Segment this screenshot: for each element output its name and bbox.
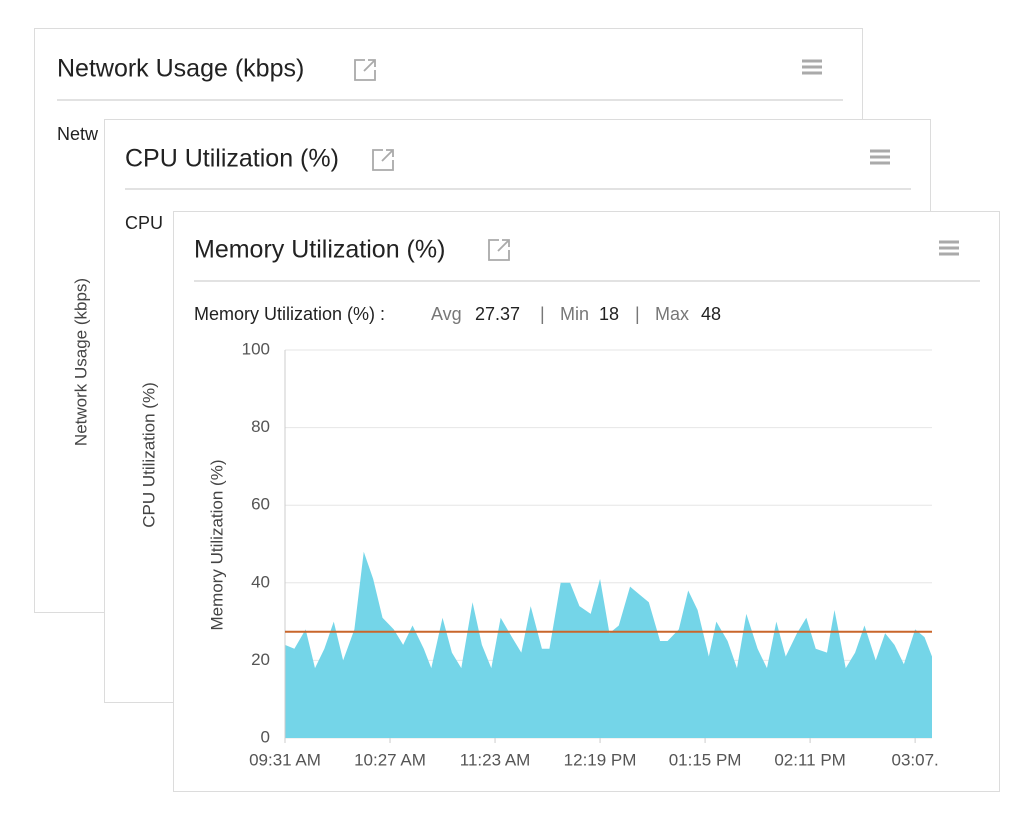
avg-value: 27.37 bbox=[475, 304, 520, 324]
x-tick-label: 09:31 AM bbox=[249, 750, 321, 769]
area bbox=[285, 551, 932, 738]
stats-label: Netw bbox=[57, 124, 99, 144]
y-tick-label: 80 bbox=[251, 417, 270, 436]
min-label: Min bbox=[560, 304, 589, 324]
x-tick-label: 11:23 AM bbox=[460, 750, 531, 769]
avg-label: Avg bbox=[431, 304, 462, 324]
stats-label: Memory Utilization (%) : bbox=[194, 304, 385, 324]
separator: | bbox=[635, 304, 640, 324]
open-icon[interactable] bbox=[354, 59, 376, 81]
stats: Memory Utilization (%) : Avg 27.37 | Min… bbox=[194, 304, 721, 324]
y-tick-label: 0 bbox=[261, 727, 270, 746]
y-tick-label: 40 bbox=[251, 572, 270, 591]
menu-icon[interactable] bbox=[939, 240, 959, 256]
menu-icon[interactable] bbox=[870, 149, 890, 165]
x-tick-label: 12:19 PM bbox=[564, 750, 637, 769]
open-icon[interactable] bbox=[372, 149, 394, 171]
open-icon[interactable] bbox=[488, 239, 510, 261]
menu-icon[interactable] bbox=[802, 59, 822, 75]
memory-card: Memory Utilization (%) Memory Utilizatio… bbox=[173, 211, 1000, 792]
separator: | bbox=[540, 304, 545, 324]
x-tick-label: 03:07. bbox=[891, 750, 938, 769]
stats-label: CPU bbox=[125, 213, 163, 233]
y-tick-label: 60 bbox=[251, 495, 270, 514]
y-tick-label: 20 bbox=[251, 650, 270, 669]
y-axis-label: CPU Utilization (%) bbox=[139, 382, 158, 527]
y-axis-label: Memory Utilization (%) bbox=[207, 460, 226, 631]
card-title: Network Usage (kbps) bbox=[57, 55, 304, 83]
max-label: Max bbox=[655, 304, 689, 324]
x-tick-label: 01:15 PM bbox=[669, 750, 742, 769]
min-value: 18 bbox=[599, 304, 619, 324]
max-value: 48 bbox=[701, 304, 721, 324]
y-tick-label: 100 bbox=[242, 339, 270, 358]
x-tick-label: 10:27 AM bbox=[354, 750, 426, 769]
x-tick-label: 02:11 PM bbox=[774, 750, 846, 769]
card-title: CPU Utilization (%) bbox=[125, 145, 339, 173]
card-title: Memory Utilization (%) bbox=[194, 236, 445, 264]
y-axis-label: Network Usage (kbps) bbox=[71, 278, 90, 446]
